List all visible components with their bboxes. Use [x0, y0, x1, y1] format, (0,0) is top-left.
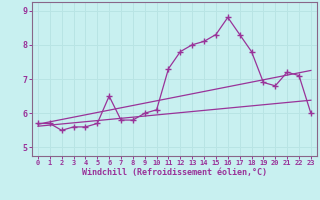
- X-axis label: Windchill (Refroidissement éolien,°C): Windchill (Refroidissement éolien,°C): [82, 168, 267, 177]
